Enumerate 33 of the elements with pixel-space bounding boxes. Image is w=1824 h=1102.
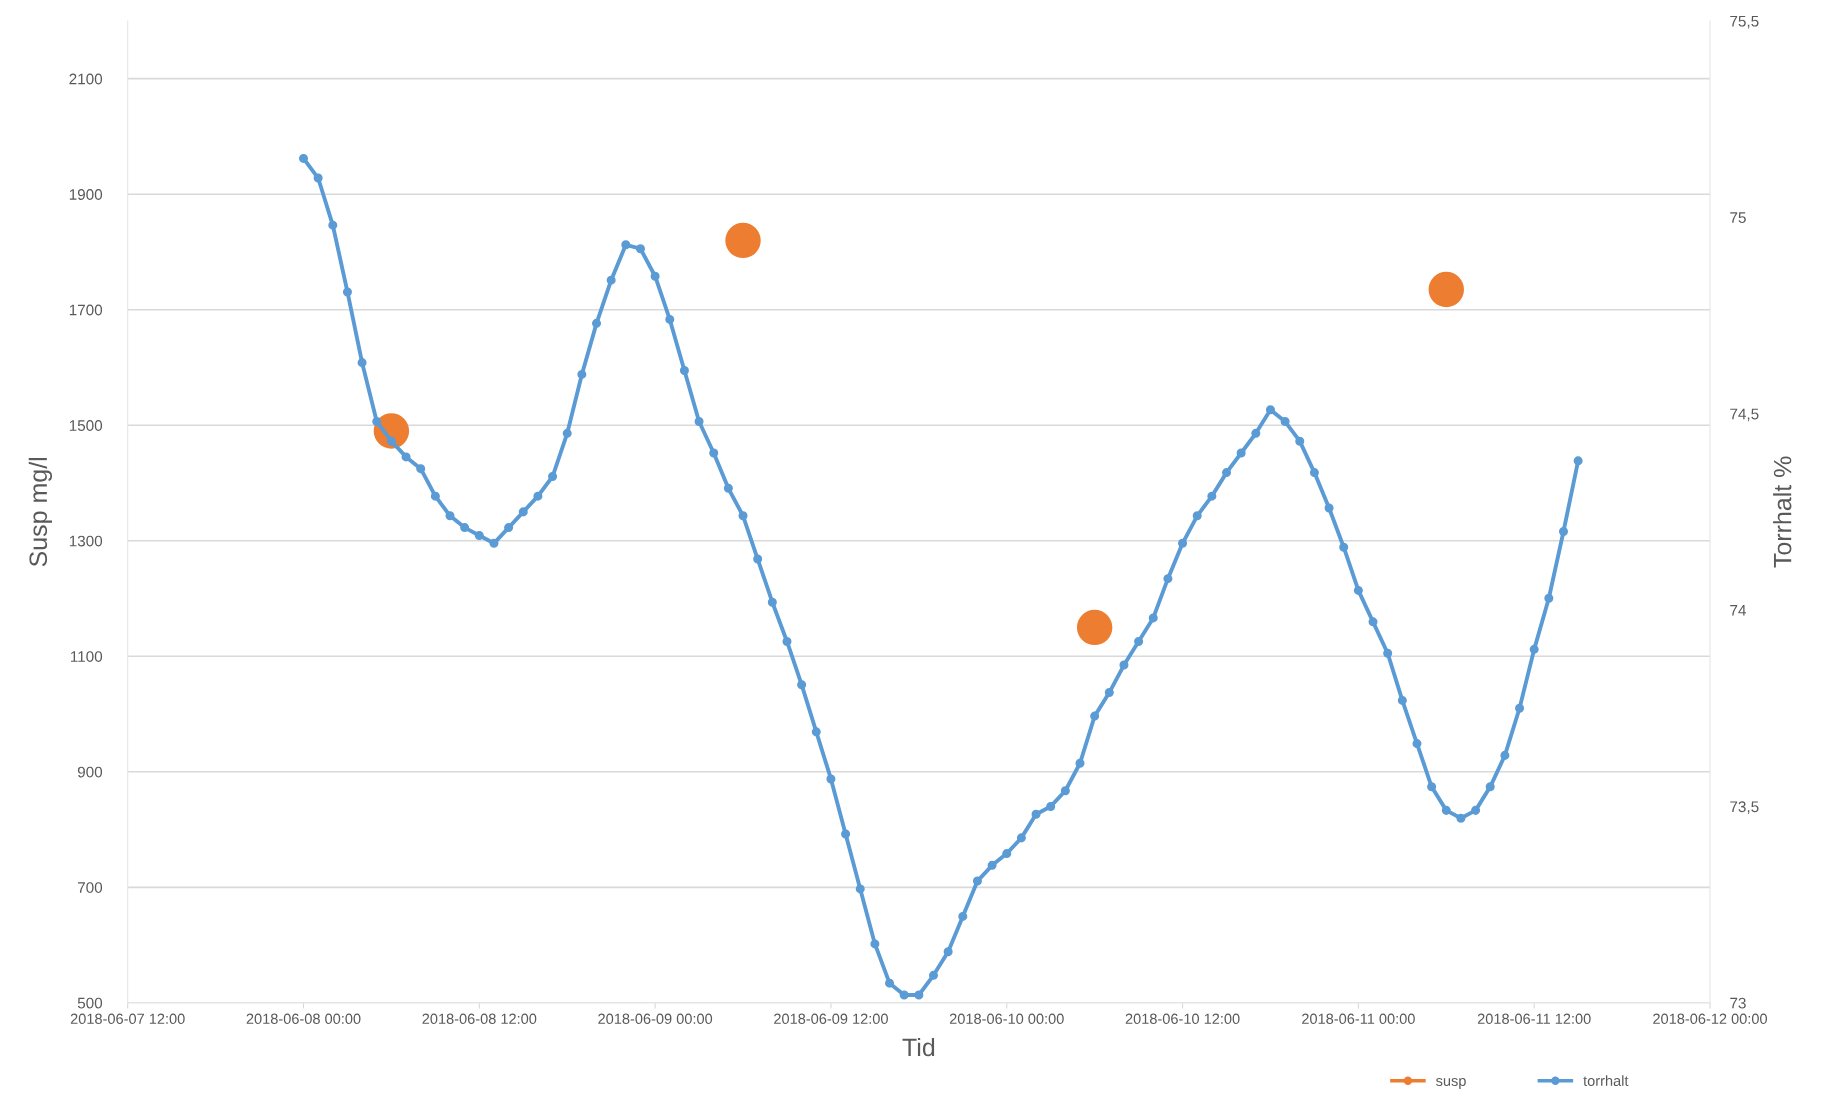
x-axis-title: Tid xyxy=(902,1037,935,1057)
y-axis-title: Susp mg/l xyxy=(28,457,53,567)
point xyxy=(725,222,761,259)
point xyxy=(1428,271,1464,308)
y2-axis-title: Torrhalt % xyxy=(1773,456,1792,568)
x-tick-label: 2018-06-08 00:00 xyxy=(246,1013,361,1024)
y2-tick-label: 75,5 xyxy=(1730,15,1759,29)
y-tick-label: 900 xyxy=(77,766,103,778)
legend-label: susp xyxy=(1436,1078,1466,1089)
y2-tick-label: 74,5 xyxy=(1730,408,1759,422)
y-tick-label: 1500 xyxy=(69,420,103,431)
y2-tick-label: 73 xyxy=(1730,997,1746,1009)
x-tick-label: 2018-06-07 12:00 xyxy=(70,1013,185,1024)
x-tick-label: 2018-06-12 00:00 xyxy=(1653,1013,1768,1024)
x-tick-label: 2018-06-11 12:00 xyxy=(1477,1013,1591,1024)
y2-tick-label: 74 xyxy=(1730,605,1746,616)
y-tick-label: 1900 xyxy=(69,189,103,200)
legend-label: torrhalt xyxy=(1583,1075,1629,1086)
y2-tick-label: 73,5 xyxy=(1730,801,1759,814)
point xyxy=(1076,609,1113,646)
y-tick-label: 1700 xyxy=(69,304,103,316)
y-tick-label: 2100 xyxy=(69,73,103,85)
x-tick-label: 2018-06-09 00:00 xyxy=(598,1013,713,1024)
y2-tick-label: 75 xyxy=(1730,212,1746,223)
x-tick-label: 2018-06-08 12:00 xyxy=(422,1013,537,1024)
x-tick-label: 2018-06-10 12:00 xyxy=(1125,1013,1240,1024)
y-tick-label: 700 xyxy=(77,882,103,893)
y-tick-label: 1100 xyxy=(70,651,103,662)
y-tick-label: 500 xyxy=(77,997,103,1009)
x-tick-label: 2018-06-09 12:00 xyxy=(774,1013,888,1024)
y-tick-label: 1300 xyxy=(69,535,103,547)
x-tick-label: 2018-06-11 00:00 xyxy=(1302,1013,1415,1024)
x-tick-label: 2018-06-10 00:00 xyxy=(949,1013,1064,1024)
